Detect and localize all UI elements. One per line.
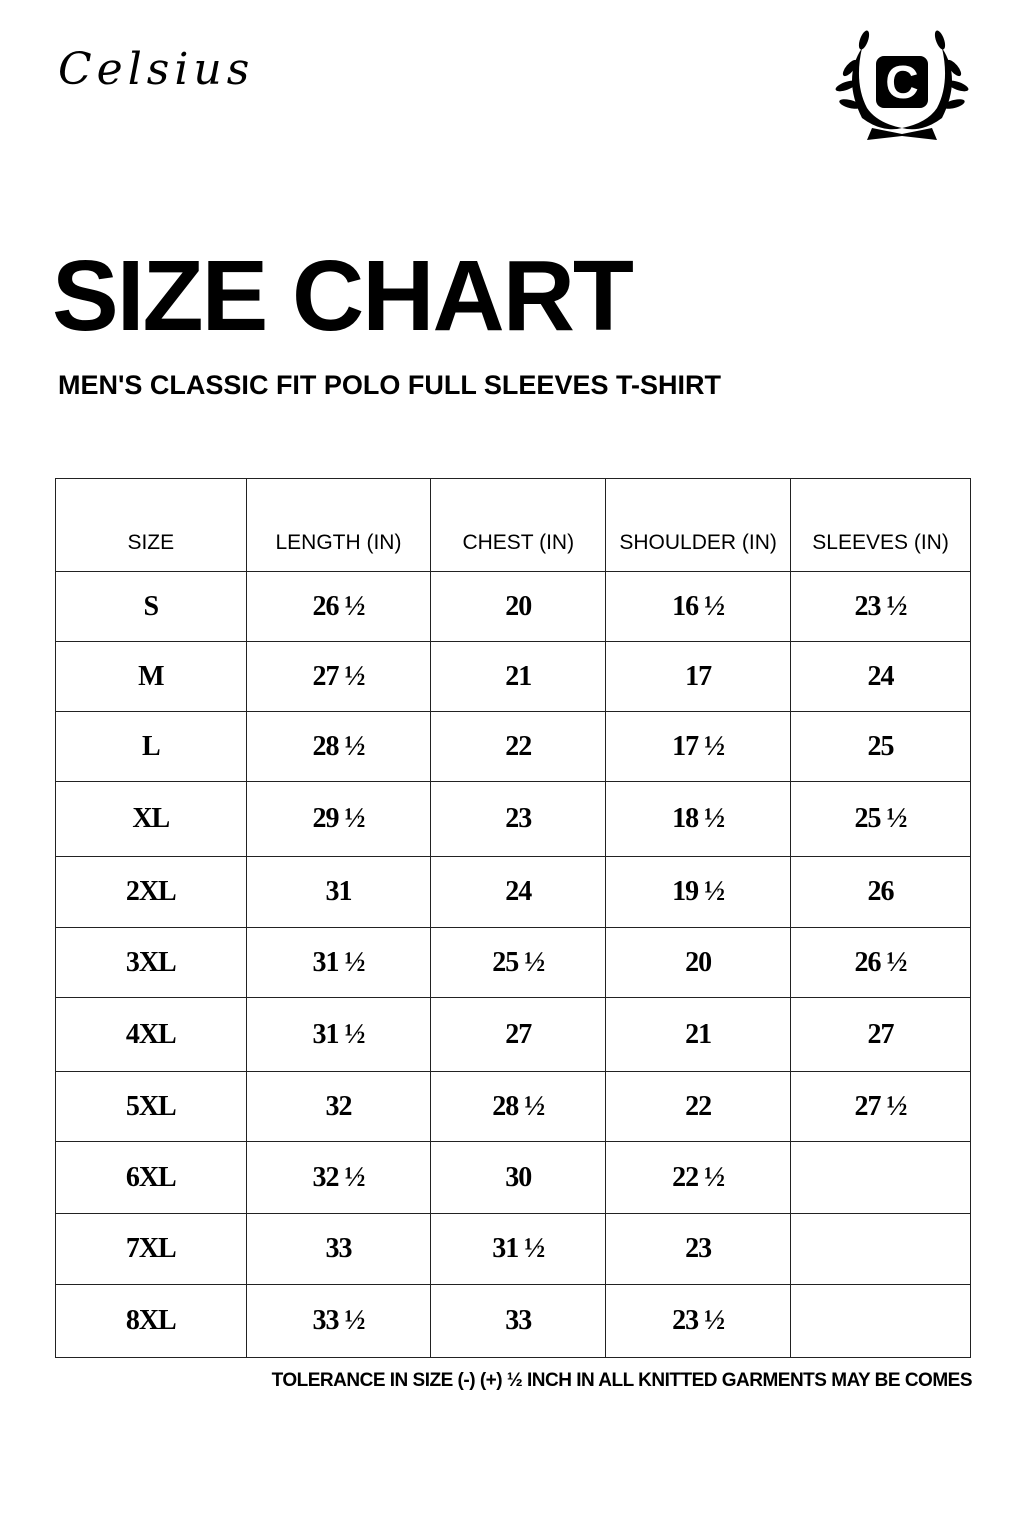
measurement-cell [790,1284,971,1358]
measurement-cell: 17 ½ [605,711,792,782]
measurement-cell: 22 [605,1071,792,1142]
measurement-cell: 24 [430,856,607,928]
table-row: S 26 ½ 20 16 ½ 23 ½ [55,571,971,642]
size-cell: S [55,571,247,642]
measurement-cell: 33 [430,1284,607,1358]
measurement-cell: 21 [605,997,792,1072]
measurement-cell: 27 ½ [245,641,432,712]
page-title: SIZE CHART [52,240,634,352]
measurement-cell: 26 ½ [790,927,971,998]
measurement-cell [790,1213,971,1285]
measurement-cell: 27 ½ [790,1071,971,1142]
measurement-cell: 23 ½ [790,571,971,642]
page-subtitle: MEN'S CLASSIC FIT POLO FULL SLEEVES T-SH… [58,370,721,400]
measurement-cell: 30 [430,1141,607,1214]
column-header: SIZE [55,478,247,572]
measurement-cell [790,1141,971,1214]
measurement-cell: 16 ½ [605,571,792,642]
size-cell: 2XL [55,856,247,928]
measurement-cell: 20 [430,571,607,642]
measurement-cell: 20 [605,927,792,998]
measurement-cell: 25 [790,711,971,782]
measurement-cell: 22 ½ [605,1141,792,1214]
table-row: 4XL 31 ½ 27 21 27 [55,997,971,1072]
measurement-cell: 27 [430,997,607,1072]
column-header: SHOULDER (IN) [605,478,792,572]
laurel-logo-icon: C [835,30,969,140]
size-table: SIZE LENGTH (IN) CHEST (IN) SHOULDER (IN) SL… [55,478,971,1358]
brand-wordmark: Celsius [58,44,255,95]
measurement-cell: 32 ½ [245,1141,432,1214]
logo-letter: C [885,56,918,108]
size-cell: M [55,641,247,712]
measurement-cell: 31 [245,856,432,928]
measurement-cell: 31 ½ [245,997,432,1072]
tolerance-note: TOLERANCE IN SIZE (-) (+) ½ INCH IN ALL … [271,1370,973,1391]
measurement-cell: 17 [605,641,792,712]
measurement-cell: 32 [245,1071,432,1142]
measurement-cell: 22 [430,711,607,782]
measurement-cell: 28 ½ [245,711,432,782]
table-row: 8XL 33 ½ 33 23 ½ [55,1284,971,1358]
table-header-row: SIZE LENGTH (IN) CHEST (IN) SHOULDER (IN) SL… [55,478,971,572]
size-cell: XL [55,781,247,857]
size-cell: 8XL [55,1284,247,1358]
column-header: SLEEVES (IN) [790,478,971,572]
size-cell: L [55,711,247,782]
table-row: 5XL 32 28 ½ 22 27 ½ [55,1071,971,1142]
column-header: CHEST (IN) [430,478,607,572]
measurement-cell: 21 [430,641,607,712]
table-row: 2XL 31 24 19 ½ 26 [55,856,971,928]
size-cell: 5XL [55,1071,247,1142]
column-header: LENGTH (IN) [245,478,432,572]
table-row: M 27 ½ 21 17 24 [55,641,971,712]
size-cell: 3XL [55,927,247,998]
measurement-cell: 28 ½ [430,1071,607,1142]
size-cell: 6XL [55,1141,247,1214]
table-row: 7XL 33 31 ½ 23 [55,1213,971,1285]
measurement-cell: 19 ½ [605,856,792,928]
measurement-cell: 23 [430,781,607,857]
measurement-cell: 25 ½ [790,781,971,857]
measurement-cell: 31 ½ [245,927,432,998]
table-row: L 28 ½ 22 17 ½ 25 [55,711,971,782]
measurement-cell: 18 ½ [605,781,792,857]
measurement-cell: 33 [245,1213,432,1285]
measurement-cell: 27 [790,997,971,1072]
measurement-cell: 23 [605,1213,792,1285]
measurement-cell: 26 [790,856,971,928]
measurement-cell: 33 ½ [245,1284,432,1358]
size-cell: 7XL [55,1213,247,1285]
measurement-cell: 24 [790,641,971,712]
measurement-cell: 26 ½ [245,571,432,642]
table-row: 6XL 32 ½ 30 22 ½ [55,1141,971,1214]
table-row: XL 29 ½ 23 18 ½ 25 ½ [55,781,971,857]
size-cell: 4XL [55,997,247,1072]
table-row: 3XL 31 ½ 25 ½ 20 26 ½ [55,927,971,998]
measurement-cell: 31 ½ [430,1213,607,1285]
measurement-cell: 29 ½ [245,781,432,857]
measurement-cell: 25 ½ [430,927,607,998]
measurement-cell: 23 ½ [605,1284,792,1358]
